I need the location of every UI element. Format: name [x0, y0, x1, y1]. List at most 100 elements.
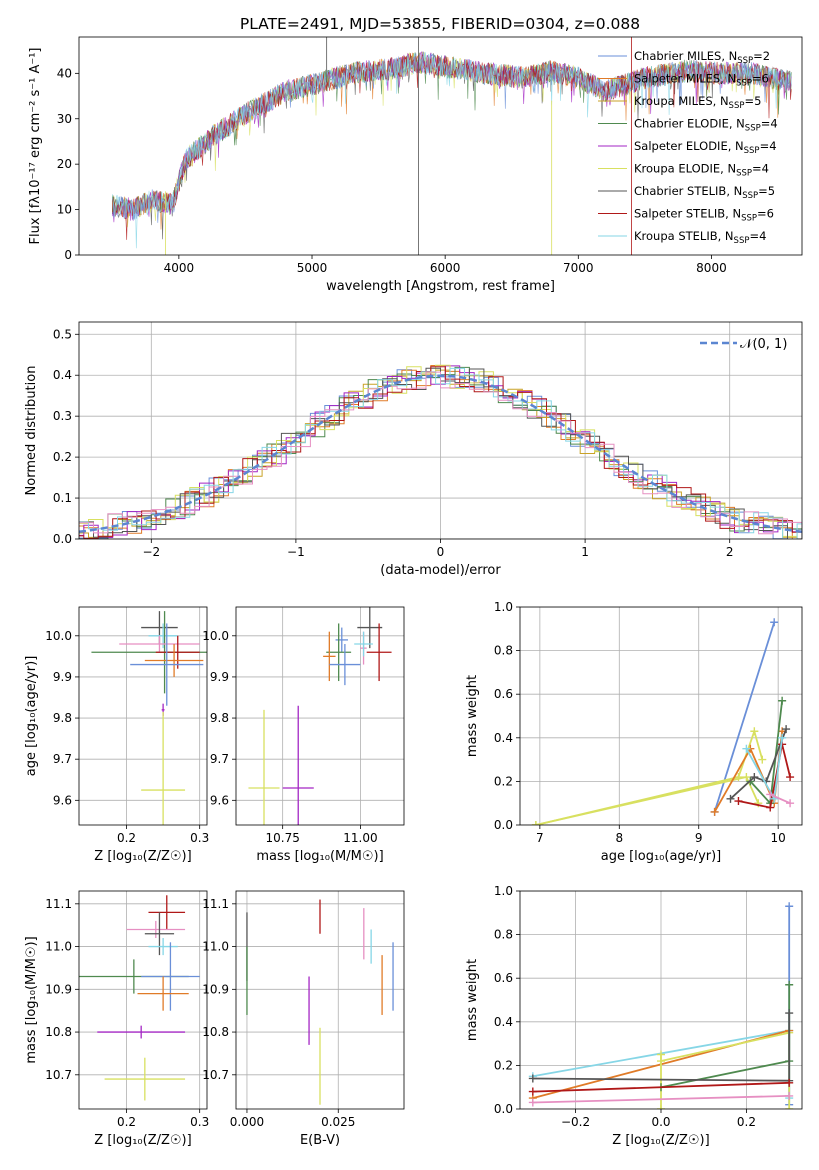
- weight-marker: [785, 902, 794, 911]
- mass_vs_ebv-panel: 0.000 0.025 10.7 10.8 10.9 11.0 11.1 E(B-V): [202, 890, 405, 1148]
- axes-frame: [519, 606, 803, 826]
- x-tick-label: 0.000: [230, 1115, 264, 1129]
- y-tick-label: 10: [57, 203, 72, 217]
- legend-entry: Salpeter STELIB, NSSP=6: [634, 207, 774, 224]
- spectrum-plot-area: [112, 37, 792, 255]
- y-tick-label: 0.3: [53, 409, 72, 423]
- mass_vs_z-plot-area: [79, 891, 207, 1109]
- y-tick-label: 9.8: [210, 711, 229, 725]
- legend-entry: Kroupa STELIB, NSSP=4: [634, 229, 766, 246]
- y-tick-label: 30: [57, 112, 72, 126]
- weight-line-salpeter_stelib: [738, 744, 791, 809]
- residuals-panel: −2 −1 0 1 2 0.0 0.1 0.2 0.3 0.4 0.5 (data-model)/er…: [24, 321, 803, 578]
- y-tick-label: 0.0: [53, 532, 72, 546]
- y-tick-label: 9.7: [210, 752, 229, 766]
- weight_vs_age-plot-area: [520, 607, 802, 825]
- y-tick-label: 9.9: [210, 670, 229, 684]
- legend-entry: Kroupa MILES, NSSP=5: [634, 94, 761, 111]
- x-tick-label: 4000: [164, 261, 195, 275]
- y-tick-label: 11.0: [202, 940, 229, 954]
- y-tick-label: 10.8: [202, 1025, 229, 1039]
- weight-marker: [778, 696, 787, 705]
- y-tick-label: 9.6: [53, 793, 72, 807]
- weight-marker: [766, 803, 775, 812]
- legend-entry: Salpeter ELODIE, NSSP=4: [634, 139, 777, 156]
- axes-frame: [235, 890, 405, 1110]
- weight-marker: [528, 1074, 537, 1083]
- x-axis-label: (data-model)/error: [380, 563, 501, 578]
- x-tick-label: −2: [142, 545, 160, 559]
- y-tick-label: 9.9: [53, 670, 72, 684]
- x-tick-label: 0.2: [737, 1115, 756, 1129]
- weight-marker: [770, 618, 779, 627]
- weight-marker: [734, 797, 743, 806]
- legend-entry: Kroupa ELODIE, NSSP=4: [634, 162, 769, 179]
- weight_vs_age-panel: 7 8 9 10 0.0 0.2 0.4 0.6 0.8 1.0 age [log₁₀(age/yr…: [465, 600, 803, 864]
- y-tick-label: 0.6: [494, 971, 513, 985]
- y-tick-label: 0.1: [53, 491, 72, 505]
- residuals-plot-area: [79, 322, 802, 539]
- y-tick-label: 0.4: [494, 731, 513, 745]
- x-tick-label: 0.0: [651, 1115, 670, 1129]
- weight-marker: [782, 725, 791, 734]
- y-axis-label: mass weight: [465, 675, 480, 757]
- x-axis-label: Z [log₁₀(Z/Z☉)]: [94, 849, 191, 864]
- x-tick-label: 8000: [696, 261, 727, 275]
- weight-line-chabrier_stelib: [729, 728, 787, 800]
- y-tick-label: 0.2: [53, 450, 72, 464]
- weight-marker: [531, 821, 540, 825]
- axes-frame: [78, 321, 803, 540]
- y-tick-label: 0.2: [494, 1058, 513, 1072]
- spectrum-panel: 4000 5000 6000 7000 8000 0 10 20 30 40 wavelength …: [28, 36, 803, 294]
- axes-frame: [78, 606, 208, 826]
- weight-marker: [742, 744, 751, 753]
- y-tick-label: 0.4: [494, 1015, 513, 1029]
- weight-marker: [786, 773, 795, 782]
- y-tick-label: 11.1: [45, 897, 72, 911]
- normal-curve: [79, 374, 802, 534]
- y-tick-label: 0.8: [494, 644, 513, 658]
- x-axis-label: wavelength [Angstrom, rest frame]: [326, 279, 555, 294]
- y-tick-label: 10.8: [45, 1025, 72, 1039]
- figure-title: PLATE=2491, MJD=53855, FIBERID=0304, z=0…: [240, 15, 640, 33]
- x-tick-label: −1: [287, 545, 305, 559]
- x-axis-label: age [log₁₀(age/yr)]: [601, 849, 722, 864]
- histogram-salpeter_stelib: [79, 366, 802, 539]
- legend-entry: Chabrier STELIB, NSSP=5: [634, 184, 775, 201]
- weight-marker: [710, 807, 719, 816]
- x-tick-label: 0: [437, 545, 445, 559]
- histogram-kroupa_elodie: [79, 364, 802, 537]
- y-axis-label: mass [log₁₀(M/M☉)]: [24, 936, 39, 1063]
- y-tick-label: 0.5: [53, 327, 72, 341]
- weight-line-pink: [769, 793, 791, 805]
- x-tick-label: 8: [615, 831, 623, 845]
- weight-marker: [528, 1098, 537, 1107]
- x-tick-label: 0.3: [190, 1115, 209, 1129]
- x-tick-label: 0.025: [321, 1115, 355, 1129]
- weight-marker: [528, 1087, 537, 1096]
- x-axis-label: Z [log₁₀(Z/Z☉)]: [94, 1133, 191, 1148]
- weight-line-kroupa_elodie: [535, 775, 760, 825]
- mass_vs_ebv-plot-area: [236, 891, 404, 1109]
- weight-line-pink: [532, 1095, 790, 1104]
- weight_vs_z-panel: −0.2 0.0 0.2 0.0 0.2 0.4 0.6 0.8 1.0 Z [log₁₀(Z/Z…: [465, 884, 803, 1148]
- weight-marker: [657, 1105, 665, 1109]
- x-tick-label: 0.2: [117, 1115, 136, 1129]
- x-axis-label: Z [log₁₀(Z/Z☉)]: [612, 1133, 709, 1148]
- y-tick-label: 0.0: [494, 818, 513, 832]
- x-tick-label: 9: [695, 831, 703, 845]
- mass_vs_z-panel: 0.2 0.3 10.7 10.8 10.9 11.0 11.1 Z [log₁₀(Z/Z☉)…: [24, 890, 209, 1148]
- y-tick-label: 10.0: [45, 629, 72, 643]
- y-axis-label: age [log₁₀(age/yr)]: [24, 656, 39, 777]
- weight-marker: [758, 755, 767, 764]
- y-tick-label: 9.7: [53, 752, 72, 766]
- age_vs_z-plot-area: [79, 607, 207, 825]
- y-tick-label: 9.8: [53, 711, 72, 725]
- weight-marker: [750, 727, 759, 736]
- weight-marker: [750, 773, 759, 782]
- y-tick-label: 10.9: [45, 982, 72, 996]
- y-tick-label: 11.0: [45, 940, 72, 954]
- y-tick-label: 11.1: [202, 897, 229, 911]
- x-tick-label: 0.3: [190, 831, 209, 845]
- legend-entry: Chabrier ELODIE, NSSP=4: [634, 117, 778, 134]
